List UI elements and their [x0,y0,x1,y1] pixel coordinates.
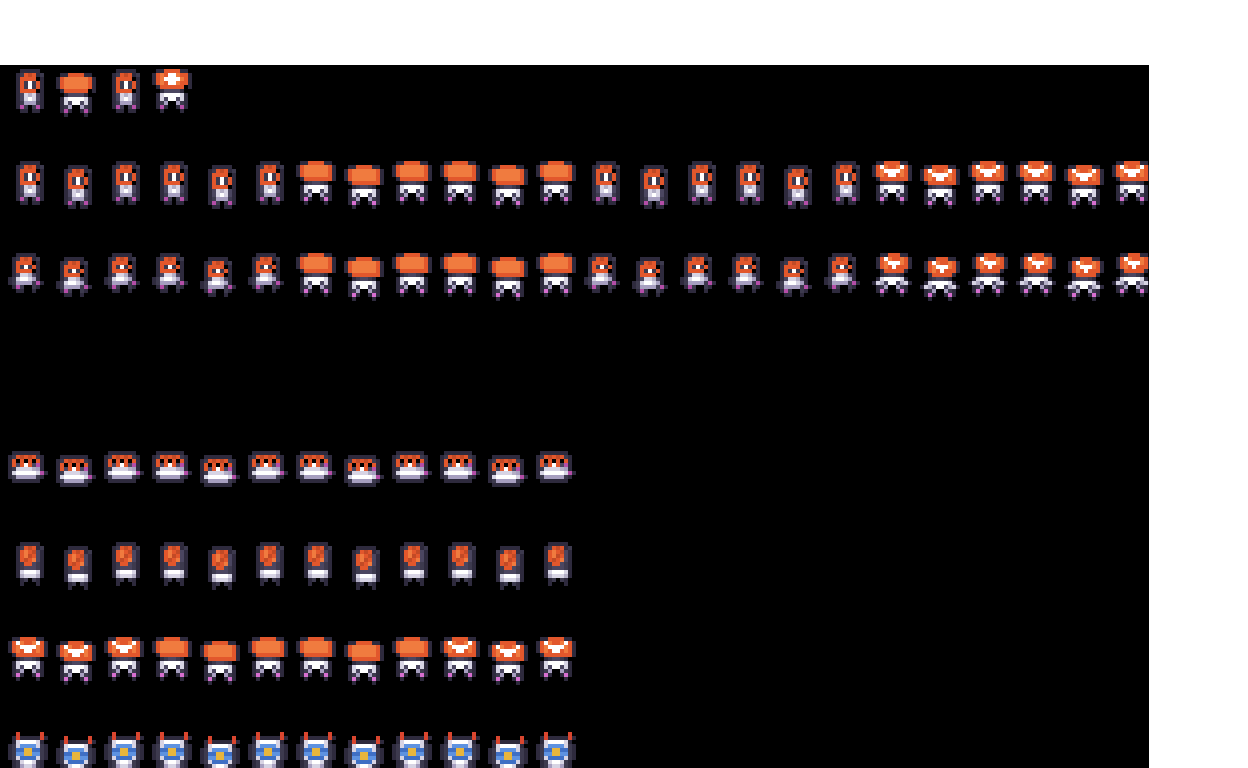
spritesheet-canvas [0,0,1248,768]
spritesheet-stage [0,0,1248,768]
